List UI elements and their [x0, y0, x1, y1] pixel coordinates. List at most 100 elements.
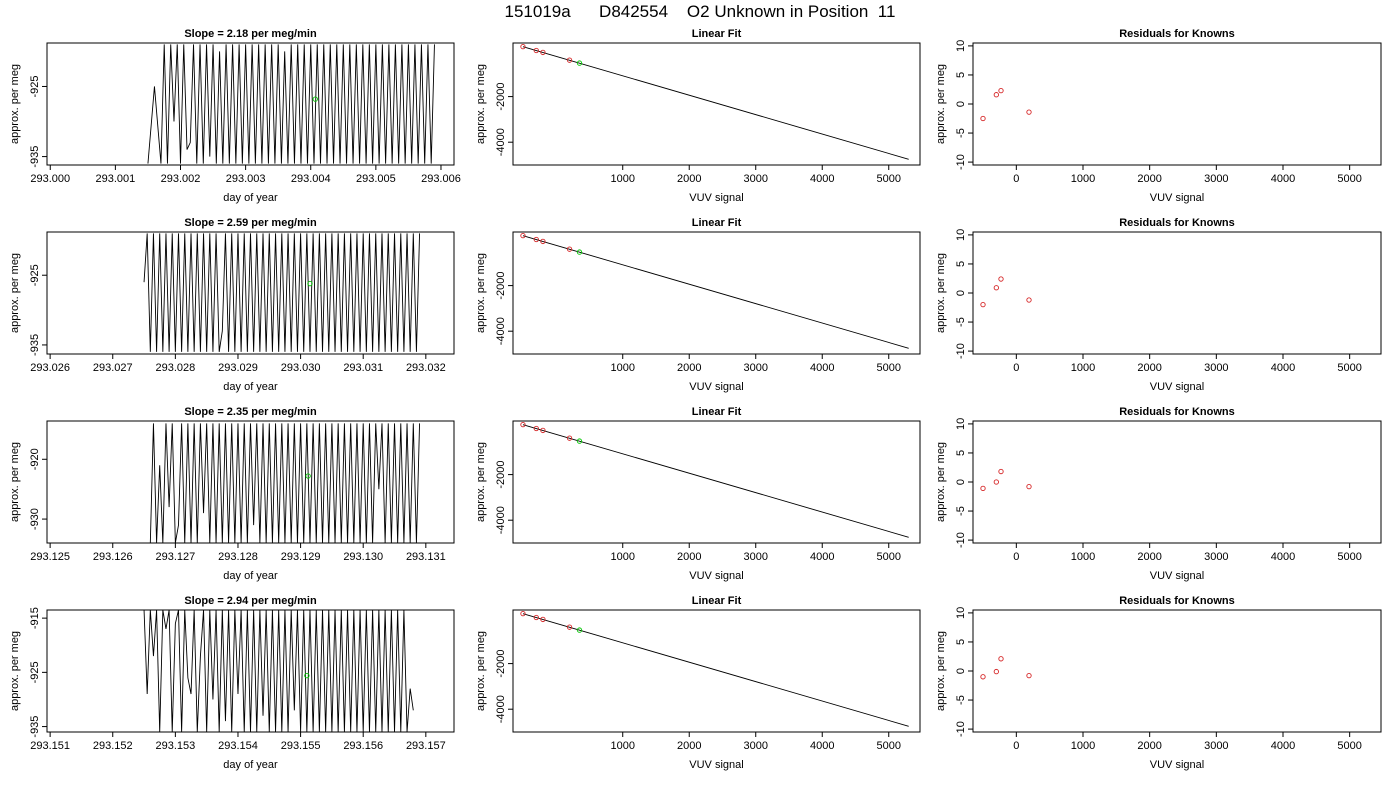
y-tick-label: -5 [955, 695, 967, 705]
fit-line [522, 424, 909, 538]
residuals-chart-row-2: Residuals for Knowns 0 1000 2000 3000 4000 500… [935, 217, 1382, 393]
x-tick-label: 5000 [1337, 173, 1361, 185]
x-axis-label: day of year [223, 381, 278, 393]
panel-title: Slope = 2.59 per meg/min [184, 217, 317, 229]
x-axis-label: VUV signal [689, 570, 743, 582]
unknown-point [307, 280, 313, 287]
x-axis-label: VUV signal [1150, 759, 1204, 771]
residual-point [993, 668, 999, 675]
data-marks [980, 276, 1032, 308]
data-marks [143, 610, 414, 732]
x-axis-label: VUV signal [1150, 570, 1204, 582]
y-tick-label: -915 [29, 607, 41, 629]
y-axis-label: approx. per meg [9, 442, 21, 522]
x-tick-label: 2000 [677, 551, 701, 563]
y-tick-label: -930 [29, 508, 41, 530]
y-tick-label: -10 [955, 154, 967, 170]
panel-title: Residuals for Knowns [1119, 217, 1235, 229]
x-tick-label: 293.153 [155, 740, 195, 752]
y-axis-label: approx. per meg [9, 253, 21, 333]
data-series-line [143, 610, 414, 732]
known-point [520, 610, 526, 617]
residual-point [998, 468, 1004, 475]
y-tick-label: 10 [955, 229, 967, 241]
y-tick-label: -4000 [495, 506, 507, 534]
data-marks [980, 656, 1032, 680]
y-axis-label: approx. per meg [475, 253, 487, 333]
x-tick-label: 5000 [877, 362, 901, 374]
unknown-point [576, 627, 583, 633]
y-tick-label: -10 [955, 532, 967, 548]
x-tick-label: 4000 [810, 740, 834, 752]
x-tick-label: 3000 [743, 173, 767, 185]
plot-area: Slope = 2.59 per meg/min 293.026 293.027 29… [9, 217, 455, 393]
x-tick-label: 0 [1013, 173, 1019, 185]
x-tick-label: 293.031 [343, 362, 383, 374]
plot-area: Slope = 2.18 per meg/min 293.000 293.001 29… [9, 28, 461, 204]
known-point [533, 236, 539, 243]
data-marks [520, 232, 909, 349]
timeseries-chart-row-3: Slope = 2.35 per meg/min 293.125 293.126 29… [9, 406, 455, 582]
y-tick-label: -935 [29, 146, 41, 168]
y-axis-label: approx. per meg [475, 64, 487, 144]
plot-area: Linear Fit 1000 2000 3000 4000 5000 -2000 -4000… [475, 595, 921, 771]
y-tick-label: -925 [29, 661, 41, 683]
x-tick-label: 3000 [1204, 362, 1228, 374]
data-marks [143, 233, 421, 352]
panel-title: Residuals for Knowns [1119, 595, 1235, 607]
x-tick-label: 2000 [1137, 173, 1161, 185]
fit-chart-row-2: Linear Fit 1000 2000 3000 4000 5000 -2000 -4000… [475, 217, 921, 393]
plot-area: Residuals for Knowns 0 1000 2000 3000 4000 500… [935, 406, 1382, 582]
x-tick-label: 293.129 [281, 551, 321, 563]
panel-title: Linear Fit [692, 406, 742, 418]
x-tick-label: 293.026 [30, 362, 70, 374]
y-tick-label: -935 [29, 334, 41, 356]
x-axis-label: day of year [223, 759, 278, 771]
y-tick-label: -935 [29, 716, 41, 738]
panel-title: Linear Fit [692, 595, 742, 607]
y-tick-label: -5 [955, 317, 967, 327]
x-tick-label: 293.004 [291, 173, 331, 185]
x-tick-label: 293.128 [218, 551, 258, 563]
x-tick-label: 293.029 [218, 362, 258, 374]
x-tick-label: 293.157 [406, 740, 446, 752]
x-tick-label: 293.154 [218, 740, 258, 752]
x-axis-label: VUV signal [689, 381, 743, 393]
plot-area: Residuals for Knowns 0 1000 2000 3000 4000 500… [935, 28, 1382, 204]
x-axis-label: VUV signal [1150, 192, 1204, 204]
timeseries-chart-row-4: Slope = 2.94 per meg/min 293.151 293.152 29… [9, 595, 455, 771]
plot-frame [46, 231, 455, 355]
residual-point [993, 285, 999, 291]
plot-frame [46, 42, 455, 166]
residual-point [1026, 109, 1032, 115]
y-axis-label: approx. per meg [935, 64, 947, 144]
x-tick-label: 293.000 [30, 173, 70, 185]
x-tick-label: 4000 [1271, 740, 1295, 752]
y-tick-label: -925 [29, 264, 41, 286]
fit-chart-row-1: Linear Fit 1000 2000 3000 4000 5000 -2000 -4000… [475, 28, 921, 204]
x-tick-label: 5000 [1337, 362, 1361, 374]
y-tick-label: 5 [955, 639, 967, 645]
y-tick-label: 10 [955, 40, 967, 52]
residual-point [993, 92, 999, 98]
unknown-point [576, 249, 583, 255]
y-tick-label: 0 [955, 668, 967, 674]
known-point [540, 616, 546, 623]
panel-title: Linear Fit [692, 28, 742, 40]
x-tick-label: 3000 [743, 362, 767, 374]
known-point [566, 246, 573, 252]
x-tick-label: 2000 [677, 362, 701, 374]
data-marks [980, 468, 1032, 492]
plot-area: Slope = 2.35 per meg/min 293.125 293.126 29… [9, 406, 455, 582]
y-tick-label: -2000 [495, 272, 507, 300]
residual-point [980, 674, 986, 680]
y-tick-label: -2000 [495, 650, 507, 678]
residual-point [998, 87, 1004, 94]
y-axis-label: approx. per meg [935, 253, 947, 333]
plot-area: Linear Fit 1000 2000 3000 4000 5000 -2000 -4000… [475, 217, 921, 393]
y-axis-label: approx. per meg [9, 64, 21, 144]
fit-line [522, 46, 909, 160]
plot-area: Linear Fit 1000 2000 3000 4000 5000 -2000 -4000… [475, 406, 921, 582]
x-tick-label: 0 [1013, 740, 1019, 752]
known-point [533, 425, 539, 432]
